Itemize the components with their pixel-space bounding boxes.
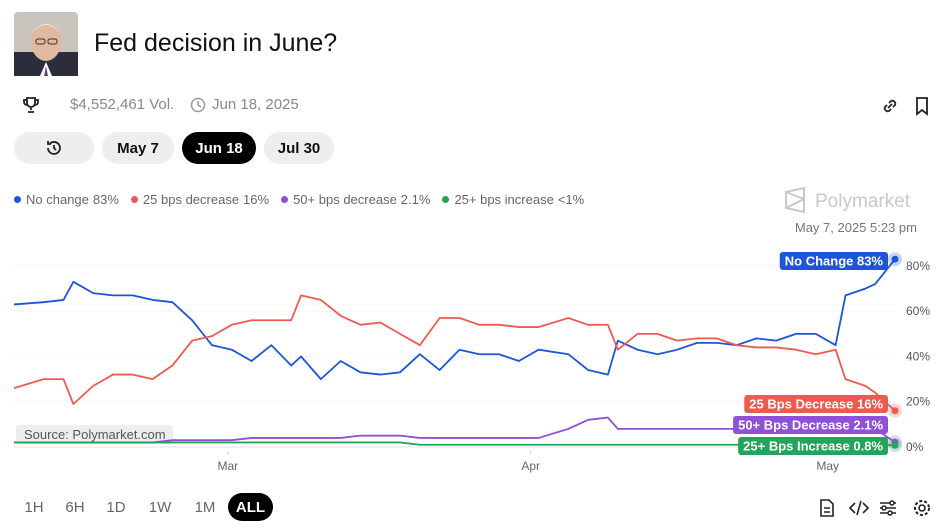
source-text: Source: Polymarket.com xyxy=(24,427,166,442)
legend-item: 50+ bps decrease 2.1% xyxy=(281,192,430,207)
date-tab[interactable]: Jun 18 xyxy=(182,132,256,164)
end-label: No Change 83% xyxy=(779,252,888,270)
legend-value: 16% xyxy=(243,192,270,207)
legend: No change 83% 25 bps decrease 16% 50+ bps de… xyxy=(14,192,584,207)
time-range-button[interactable]: ALL xyxy=(228,493,273,521)
y-tick-label: 0% xyxy=(906,440,924,454)
legend-dot xyxy=(281,196,289,203)
series-line xyxy=(13,294,896,412)
end-label-bg xyxy=(744,395,888,413)
source-bg xyxy=(16,425,173,444)
end-dot xyxy=(891,255,899,263)
market-title: Fed decision in June? xyxy=(94,29,338,57)
document-icon[interactable] xyxy=(820,499,834,517)
hover-time: May 7, 2025 5:23 pm xyxy=(795,220,917,235)
y-tick-label: 60% xyxy=(906,304,930,318)
source-box: Source: Polymarket.com xyxy=(16,425,173,444)
legend-item: 25+ bps increase <1% xyxy=(442,192,584,207)
legend-item: No change 83% xyxy=(14,192,119,207)
legend-name: No change xyxy=(26,192,89,207)
end-label-text: 25+ Bps Increase 0.8% xyxy=(743,439,883,454)
legend-value: <1% xyxy=(557,192,585,207)
legend-dot xyxy=(14,196,21,203)
end-dot xyxy=(891,407,899,415)
end-date: Jun 18, 2025 xyxy=(212,96,299,113)
date-tab[interactable]: Jul 30 xyxy=(264,132,334,164)
avatar xyxy=(14,12,78,76)
embed-icon[interactable] xyxy=(848,500,870,516)
x-tick-label: Apr xyxy=(521,459,540,473)
chart: May 7, 2025 5:23 pm 0% 20% 40% 60% 80% Mar Apr… xyxy=(13,220,930,473)
trophy-icon[interactable] xyxy=(22,96,40,114)
link-icon[interactable] xyxy=(880,96,900,116)
legend-dot xyxy=(442,196,450,203)
volume: $4,552,461 Vol. xyxy=(70,96,175,113)
end-label-bg xyxy=(738,437,888,455)
end-label: 50+ Bps Decrease 2.1% xyxy=(733,416,888,434)
end-label-text: 25 Bps Decrease 16% xyxy=(749,397,883,412)
x-tick-label: Mar xyxy=(217,459,238,473)
end-dot xyxy=(891,441,899,449)
y-tick-label: 40% xyxy=(906,349,930,363)
end-label-text: No Change 83% xyxy=(785,254,884,269)
end-label: 25+ Bps Increase 0.8% xyxy=(738,437,888,455)
time-range-button[interactable]: 1D xyxy=(106,498,126,516)
series-line xyxy=(13,258,896,381)
y-tick-label: 80% xyxy=(906,259,930,273)
legend-name: 50+ bps decrease xyxy=(293,192,397,207)
time-range-button[interactable]: 6H xyxy=(65,498,85,516)
time-range-button[interactable]: 1M xyxy=(194,498,216,516)
settings-sliders-icon[interactable] xyxy=(880,500,896,516)
legend-dot xyxy=(130,196,138,203)
legend-item: 25 bps decrease 16% xyxy=(130,192,270,207)
brand-name: Polymarket xyxy=(815,191,911,212)
legend-name: 25+ bps increase xyxy=(454,192,554,207)
legend-value: 83% xyxy=(92,192,119,207)
end-label-bg xyxy=(779,252,888,270)
end-label: 25 Bps Decrease 16% xyxy=(744,395,888,413)
history-button[interactable] xyxy=(14,132,94,164)
legend-value: 2.1% xyxy=(400,192,431,207)
end-label-text: 50+ Bps Decrease 2.1% xyxy=(738,418,883,433)
history-icon xyxy=(47,141,61,155)
bookmark-icon[interactable] xyxy=(913,96,931,116)
legend-name: 25 bps decrease xyxy=(142,192,240,207)
x-tick-label: May xyxy=(816,459,839,473)
time-range-button[interactable]: 1H xyxy=(24,498,44,516)
date-tab[interactable]: May 7 xyxy=(102,132,174,164)
end-label-bg xyxy=(733,416,888,434)
tool-icons xyxy=(820,499,930,517)
clock-icon xyxy=(190,97,206,113)
gear-icon[interactable] xyxy=(914,500,930,516)
brand-watermark: Polymarket xyxy=(785,187,911,213)
y-tick-label: 20% xyxy=(906,395,930,409)
time-range-button[interactable]: 1W xyxy=(148,498,172,516)
